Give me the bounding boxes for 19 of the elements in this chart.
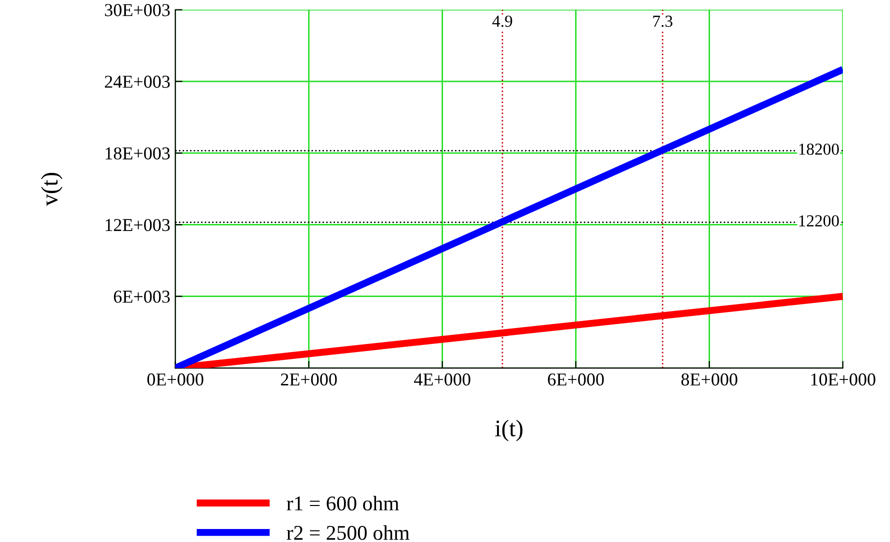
ref-line-label: 18200	[799, 144, 839, 155]
ref-line-label: 7.3	[653, 16, 672, 27]
y-tick-label: 30E+003	[104, 4, 170, 16]
x-tick-label: 6E+000	[548, 373, 604, 386]
x-axis-title: i(t)	[495, 420, 522, 442]
x-tick-label: 10E+000	[811, 373, 876, 386]
x-tick-label: 4E+000	[414, 373, 470, 386]
y-tick-label: 12E+003	[106, 218, 170, 232]
ref-line-label: 4.9	[492, 16, 512, 27]
ref-line-label: 12200	[799, 215, 839, 226]
y-tick-label: 6E+003	[114, 290, 170, 303]
y-tick-label: 18E+003	[106, 147, 170, 160]
x-tick-label: 0E+000	[147, 373, 204, 386]
legend-label: r2 = 2500 ohm	[286, 525, 410, 540]
legend-label: r1 = 600 ohm	[286, 496, 400, 510]
x-tick-label: 2E+000	[280, 373, 337, 386]
x-tick-label: 8E+000	[681, 373, 738, 386]
y-axis-title: v(t)	[41, 172, 62, 206]
y-tick-label: 24E+003	[104, 76, 170, 88]
